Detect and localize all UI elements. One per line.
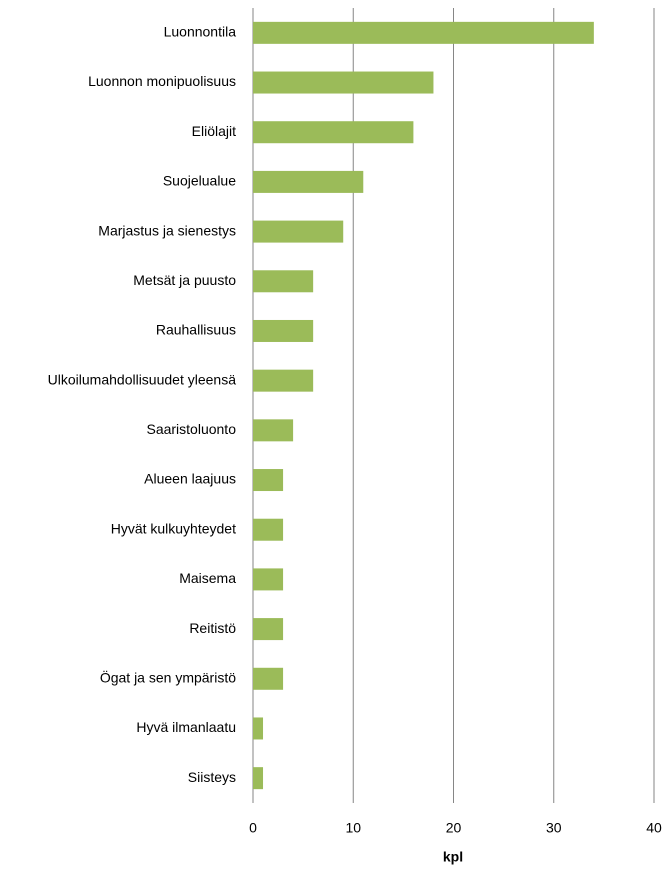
y-tick-label: Hyvä ilmanlaatu: [136, 719, 236, 735]
bar: [253, 121, 414, 144]
bar: [253, 717, 264, 740]
bar: [253, 220, 344, 243]
y-tick-label: Saaristoluonto: [146, 421, 236, 437]
x-tick-label: 10: [345, 820, 361, 836]
x-tick-label: 0: [249, 820, 257, 836]
bar: [253, 21, 594, 44]
bar: [253, 170, 364, 193]
y-tick-label: Siisteys: [188, 769, 236, 785]
bar: [253, 767, 264, 790]
x-tick-label: 30: [546, 820, 562, 836]
y-tick-label: Eliölajit: [192, 123, 236, 139]
y-tick-label: Metsät ja puusto: [133, 272, 236, 288]
y-tick-label: Luonnon monipuolisuus: [88, 73, 236, 89]
y-tick-label: Reitistö: [189, 620, 236, 636]
y-tick-label: Ulkoilumahdollisuudet yleensä: [48, 371, 237, 387]
bar: [253, 568, 284, 591]
bar: [253, 270, 314, 293]
x-axis-title: kpl: [443, 849, 463, 865]
y-tick-label: Hyvät kulkuyhteydet: [111, 520, 236, 536]
bar: [253, 319, 314, 342]
y-tick-label: Maisema: [179, 570, 236, 586]
x-tick-label: 20: [446, 820, 462, 836]
y-tick-label: Marjastus ja sienestys: [98, 222, 236, 238]
y-tick-label: Luonnontila: [164, 24, 237, 40]
y-tick-label: Suojelualue: [163, 173, 236, 189]
y-tick-label: Ögat ja sen ympäristö: [100, 668, 236, 685]
y-tick-label: Rauhallisuus: [156, 322, 236, 338]
bar: [253, 518, 284, 541]
bar: [253, 469, 284, 492]
bar: [253, 618, 284, 641]
x-tick-label: 40: [646, 820, 662, 836]
bar: [253, 667, 284, 690]
bar: [253, 369, 314, 392]
bar: [253, 419, 294, 442]
bar: [253, 71, 434, 94]
y-tick-label: Alueen laajuus: [144, 471, 236, 487]
